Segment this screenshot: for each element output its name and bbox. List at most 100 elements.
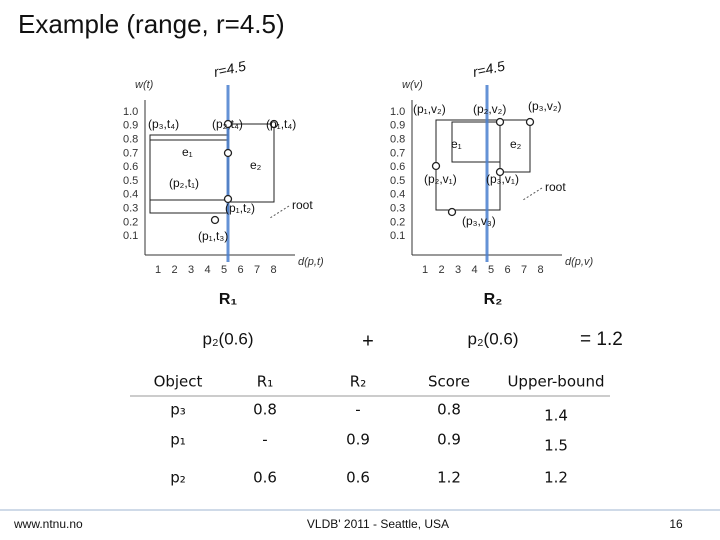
x-tick-label: 1: [422, 264, 428, 276]
y-tick-label: 0.2: [123, 216, 138, 228]
x-tick-label: 4: [471, 264, 477, 276]
y-tick-label: 0.1: [123, 230, 138, 242]
r2-term: p₂(0.6): [467, 329, 518, 348]
mbr-box: [451, 121, 501, 163]
y-tick-label: 0.4: [390, 189, 405, 201]
y-tick-label: 0.5: [123, 175, 138, 187]
x-tick-label: 6: [237, 264, 243, 276]
table-cell: 0.9: [437, 431, 461, 449]
table-header: Score: [428, 373, 470, 391]
x-tick-label: 3: [188, 264, 194, 276]
x-tick-label: 2: [438, 264, 444, 276]
point-label: e₁: [451, 137, 462, 151]
x-tick-label: 4: [204, 264, 210, 276]
point-label: (p₃,v₃): [462, 214, 496, 228]
point: [269, 119, 279, 129]
plus: +: [362, 330, 374, 352]
x-axis-label: d(p,t): [298, 256, 324, 268]
y-tick-label: 0.3: [390, 203, 405, 215]
point-label: root: [292, 198, 313, 212]
table-cell: 1.2: [437, 469, 461, 487]
point-label: (p₂,v₂): [473, 102, 506, 116]
point: [431, 161, 441, 171]
y-tick-label: 0.6: [390, 161, 405, 173]
x-tick-label: 3: [455, 264, 461, 276]
table-cell: 0.8: [253, 401, 277, 419]
table-cell: 0.9: [346, 431, 370, 449]
y-axis-label: w(v): [402, 79, 423, 91]
y-tick-label: 0.2: [390, 216, 405, 228]
x-axis-label: d(p,v): [565, 256, 593, 268]
point: [525, 117, 535, 127]
table-cell: 1.4: [544, 407, 568, 425]
table-cell: 0.8: [437, 401, 461, 419]
point-label: (p₁,t₂): [225, 201, 255, 215]
point: [223, 119, 233, 129]
range-label: r=4.5: [471, 58, 506, 80]
table-cell: -: [262, 431, 267, 449]
y-axis-label: w(t): [135, 79, 154, 91]
table-header: R₁: [257, 373, 273, 391]
point: [210, 215, 220, 225]
point: [223, 194, 233, 204]
point-label: (p₁,t₃): [198, 229, 228, 243]
y-tick-label: 0.7: [390, 147, 405, 159]
y-tick-label: 0.4: [123, 189, 138, 201]
r1-label: R₁: [219, 291, 238, 308]
point-label: e₂: [510, 137, 522, 151]
y-tick-label: 1.0: [390, 106, 405, 118]
footer-venue: VLDB' 2011 - Seattle, USA: [307, 517, 449, 531]
x-tick-label: 5: [488, 264, 494, 276]
table-cell: 1.5: [544, 437, 568, 455]
table-header: R₂: [350, 373, 366, 391]
table-cell: 0.6: [346, 469, 370, 487]
table-cell: p₃: [170, 401, 186, 419]
table-cell: p₁: [170, 431, 186, 449]
point-label: (p₂,t₁): [169, 176, 199, 190]
x-tick-label: 8: [537, 264, 543, 276]
y-tick-label: 0.1: [390, 230, 405, 242]
table-header: Upper-bound: [507, 373, 604, 391]
r1-term: p₂(0.6): [202, 329, 253, 348]
x-tick-label: 8: [270, 264, 276, 276]
point: [447, 207, 457, 217]
point-label: (p₁,t₄): [266, 117, 296, 131]
table-cell: -: [355, 401, 360, 419]
point-label: e₂: [250, 158, 262, 172]
y-tick-label: 0.3: [123, 203, 138, 215]
y-tick-label: 0.6: [123, 161, 138, 173]
x-tick-label: 5: [221, 264, 227, 276]
y-tick-label: 0.9: [123, 120, 138, 132]
table-cell: 0.6: [253, 469, 277, 487]
x-tick-label: 2: [171, 264, 177, 276]
point-label: e₁: [182, 145, 193, 159]
table-cell: 1.2: [544, 469, 568, 487]
point-label: (p₂,t₄): [212, 117, 243, 131]
point-label: (p₁,v₂): [413, 102, 446, 116]
point: [495, 117, 505, 127]
point-label: (p₃,v₂): [528, 99, 562, 113]
y-tick-label: 0.7: [123, 147, 138, 159]
point-label: (p₃,t₄): [148, 117, 179, 131]
point: [223, 148, 233, 158]
y-tick-label: 1.0: [123, 106, 138, 118]
page-number: 16: [669, 517, 683, 531]
y-tick-label: 0.8: [390, 134, 405, 146]
slide-title: Example (range, r=4.5): [18, 9, 285, 39]
range-label: r=4.5: [212, 58, 247, 80]
x-tick-label: 6: [504, 264, 510, 276]
r2-label: R₂: [484, 291, 503, 308]
point: [495, 167, 505, 177]
right-plot-area: [372, 60, 587, 282]
left-plot-area: [105, 60, 320, 282]
table-header: Object: [154, 373, 203, 391]
table-cell: p₂: [170, 469, 186, 487]
footer-site: www.ntnu.no: [13, 517, 83, 531]
point-label: root: [545, 180, 566, 194]
y-tick-label: 0.8: [123, 134, 138, 146]
x-tick-label: 1: [155, 264, 161, 276]
x-tick-label: 7: [521, 264, 527, 276]
result: = 1.2: [580, 329, 623, 350]
y-tick-label: 0.5: [390, 175, 405, 187]
